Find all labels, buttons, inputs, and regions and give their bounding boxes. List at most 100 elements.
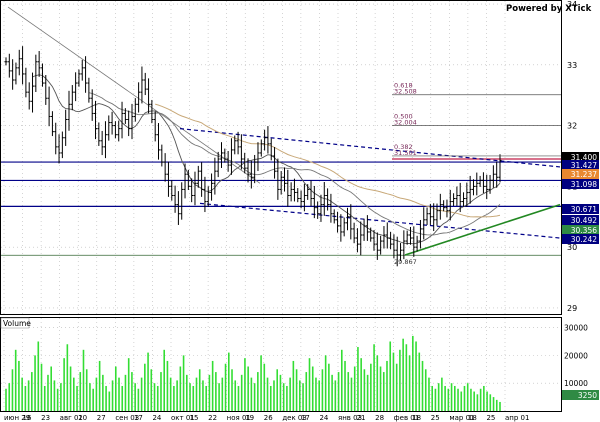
ohlc-bar [40, 63, 44, 87]
ohlc-bar [289, 182, 293, 202]
volume-tag [562, 390, 599, 400]
price-tag-label: 30.671 [571, 205, 597, 214]
date-tick-label: ноя 01 [227, 414, 251, 422]
ohlc-bar [452, 193, 456, 206]
ohlc-bar [359, 221, 363, 256]
date-tick-label: апр 01 [505, 414, 529, 422]
ohlc-bar [100, 130, 104, 156]
date-tick-label: 20 [78, 414, 87, 422]
ohlc-bar [80, 59, 84, 81]
ohlc-bar [372, 230, 376, 251]
ohlc-bar [468, 175, 472, 204]
date-tick-label: 15 [190, 414, 199, 422]
ohlc-bar [319, 194, 323, 222]
ohlc-bar [176, 191, 180, 225]
ohlc-bar [206, 186, 210, 207]
volume-title-box [0, 317, 30, 329]
ohlc-bar [220, 142, 224, 168]
upper-channel-line [179, 128, 561, 168]
ohlc-bar [339, 214, 343, 242]
ohlc-bar [296, 188, 300, 203]
price-tag [562, 215, 599, 225]
volume-tick-label: 20000 [564, 351, 588, 360]
ohlc-bar [77, 69, 81, 87]
ohlc-bar [31, 72, 35, 113]
ohlc-bar [74, 72, 78, 102]
ohlc-bar [322, 181, 326, 216]
ohlc-bar [24, 67, 28, 98]
ohlc-bar [50, 111, 54, 137]
ohlc-bar [196, 165, 200, 188]
ohlc-bar [299, 190, 303, 209]
ohlc-bar [425, 207, 429, 225]
date-tick-label: 18 [412, 414, 421, 422]
ohlc-bar [160, 144, 164, 167]
ohlc-bar [465, 182, 469, 207]
volume-tick-label: 10000 [564, 379, 588, 388]
date-tick-label: 24 [152, 414, 161, 422]
date-tick-label: мар 01 [449, 414, 474, 422]
ohlc-bar [150, 99, 154, 124]
price-tag-label: 31.427 [571, 161, 597, 170]
ohlc-bar [316, 201, 320, 219]
fib-price-label: 32.004 [394, 118, 417, 126]
ohlc-bar [495, 161, 499, 188]
ohlc-bar [67, 90, 71, 131]
price-tag-label: 31.400 [571, 153, 597, 162]
ohlc-bar [17, 49, 21, 76]
ohlc-bar [352, 222, 356, 244]
ohlc-bar [292, 178, 296, 202]
ohlc-bar [203, 176, 207, 213]
ohlc-bar [243, 152, 247, 174]
ohlc-bar [223, 148, 227, 163]
fib-ratio-label: 0.618 [394, 82, 413, 90]
ohlc-bar [140, 66, 144, 104]
date-tick-label: июн 29 [4, 414, 30, 422]
date-tick-label: 24 [319, 414, 328, 422]
ohlc-bar [448, 189, 452, 221]
ohlc-bar [27, 82, 31, 110]
ohlc-bar [471, 179, 475, 196]
ohlc-bar [180, 182, 184, 220]
ohlc-bar [266, 126, 270, 154]
ohlc-bar [362, 218, 366, 241]
ohlc-bar [385, 222, 389, 249]
date-tick-label: окт 01 [171, 414, 195, 422]
ohlc-bar [70, 85, 74, 111]
ohlc-bar [110, 111, 114, 135]
grid-lines [1, 1, 561, 411]
ohlc-bar [44, 75, 48, 105]
ohlc-bar [107, 115, 111, 141]
ohlc-bar [186, 169, 190, 191]
ohlc-bar [329, 193, 333, 223]
date-tick-label: 19 [245, 414, 254, 422]
price-tag [562, 169, 599, 179]
ohlc-bar [90, 89, 94, 121]
fib-ratio-label: 0.500 [394, 112, 413, 120]
ohlc-bar [491, 165, 495, 188]
ohlc-bar [157, 123, 161, 160]
ohlc-bar [399, 243, 403, 261]
price-tag-label: 31.237 [571, 170, 597, 179]
ohlc-bar [382, 226, 386, 249]
ohlc-bar [57, 134, 61, 164]
ohlc-bar [133, 98, 137, 122]
powered-by-label: Powered by XTick [506, 4, 592, 14]
price-tag-label: 30.356 [571, 226, 597, 235]
volume-panel-title: Volume [3, 319, 31, 328]
volume-tag-label: 3250 [578, 391, 597, 400]
ohlc-bar [127, 110, 131, 137]
ohlc-bar [475, 172, 479, 196]
date-tick-label: янв 03 [338, 414, 362, 422]
price-tag [562, 152, 599, 162]
ohlc-bar [87, 77, 91, 103]
ohlc-bar [336, 211, 340, 233]
ohlc-bar [309, 180, 313, 206]
ohlc-bar [279, 171, 283, 195]
ohlc-bar [34, 54, 38, 93]
ma-long-line [155, 103, 501, 218]
ohlc-bar [94, 100, 98, 140]
ohlc-bar [282, 167, 286, 192]
ohlc-bar [375, 232, 379, 260]
